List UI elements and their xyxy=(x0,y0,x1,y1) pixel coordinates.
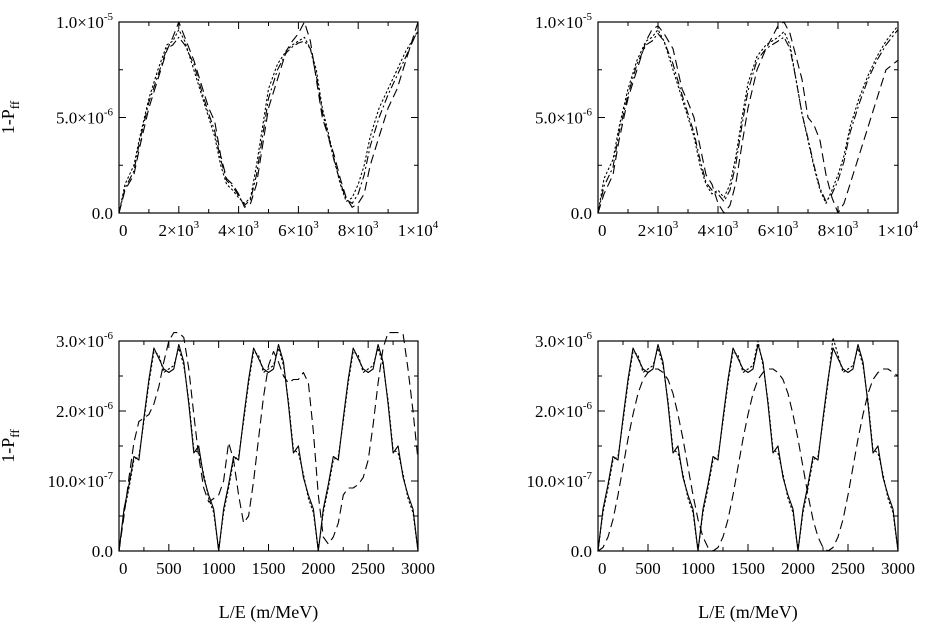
series-dashdot-line xyxy=(597,29,899,214)
x-tick-label: 1500 xyxy=(252,559,286,578)
y-tick-label: 5.0×10-6 xyxy=(56,107,114,128)
x-tick-label: 8×103 xyxy=(818,219,859,240)
x-tick-label: 1×104 xyxy=(878,219,919,240)
y-tick-label: 3.0×10-6 xyxy=(56,330,114,351)
y-axis-title: 1-Pff xyxy=(0,100,22,134)
y-tick-label: 0.0 xyxy=(571,542,592,561)
y-tick-label: 0.0 xyxy=(92,204,113,223)
y-tick-label: 10.0×10-7 xyxy=(47,470,113,491)
y-tick-label: 10.0×10-7 xyxy=(526,470,592,491)
x-tick-label: 3000 xyxy=(881,559,915,578)
y-tick-label: 1.0×10-5 xyxy=(535,11,593,32)
x-tick-label: 2×103 xyxy=(638,219,679,240)
series-solid-line xyxy=(597,343,899,552)
plot-frame xyxy=(118,21,419,214)
x-tick-label: 2500 xyxy=(831,559,865,578)
series-dotted-line xyxy=(597,25,899,214)
series-dotted-line xyxy=(597,336,899,552)
x-tick-label: 0 xyxy=(598,221,607,240)
x-tick-label: 2000 xyxy=(301,559,335,578)
x-tick-label: 3000 xyxy=(401,559,435,578)
y-tick-label: 0.0 xyxy=(92,542,113,561)
series-solid-line xyxy=(118,343,419,552)
series-dashed-line xyxy=(597,368,899,552)
x-tick-label: 6×103 xyxy=(278,219,319,240)
y-tick-label: 0.0 xyxy=(571,204,592,223)
series-dashed-line xyxy=(118,332,419,552)
y-tick-label: 2.0×10-6 xyxy=(535,400,593,421)
x-tick-label: 4×103 xyxy=(698,219,739,240)
panel-top-right: 0 2×103 4×103 6×103 8×103 1×104 0.0 5.0×10-6 1.0… xyxy=(535,11,919,240)
series-dashdot-line xyxy=(118,29,419,214)
series-dashed-line xyxy=(118,21,419,214)
x-tick-label: 500 xyxy=(156,559,182,578)
y-tick-label: 1.0×10-5 xyxy=(56,11,114,32)
series-dashed-line xyxy=(597,21,899,214)
x-tick-label: 500 xyxy=(635,559,661,578)
y-tick-label: 2.0×10-6 xyxy=(56,400,114,421)
x-tick-label: 6×103 xyxy=(758,219,799,240)
series-dotted-line xyxy=(118,29,419,214)
x-tick-label: 0 xyxy=(119,559,128,578)
x-tick-label: 0 xyxy=(598,559,607,578)
x-tick-label: 8×103 xyxy=(338,219,379,240)
panel-bottom-right: 0 500 1000 1500 2000 2500 3000 0.0 10.0×10-7 2.0×… xyxy=(526,330,915,623)
series-dotted-line xyxy=(118,347,419,552)
panel-top-left: 0 2×103 4×103 6×103 8×103 1×104 0.0 5.0×10-6 1.0… xyxy=(0,11,439,240)
x-tick-label: 4×103 xyxy=(218,219,259,240)
panel-bottom-left: 0 500 1000 1500 2000 2500 3000 0.0 10.0×10-7 2.0×… xyxy=(0,330,435,623)
y-tick-label: 3.0×10-6 xyxy=(535,330,593,351)
x-tick-label: 1000 xyxy=(202,559,236,578)
y-axis-title: 1-Pff xyxy=(0,429,22,463)
x-tick-label: 1500 xyxy=(731,559,765,578)
x-axis-title: L/E (m/MeV) xyxy=(219,602,318,623)
x-tick-label: 2000 xyxy=(781,559,815,578)
x-tick-label: 2×103 xyxy=(159,219,200,240)
x-axis-title: L/E (m/MeV) xyxy=(698,602,797,623)
x-tick-label: 1000 xyxy=(681,559,715,578)
y-tick-label: 5.0×10-6 xyxy=(535,107,593,128)
x-tick-label: 0 xyxy=(119,221,128,240)
x-tick-label: 2500 xyxy=(351,559,385,578)
x-tick-label: 1×104 xyxy=(398,219,439,240)
